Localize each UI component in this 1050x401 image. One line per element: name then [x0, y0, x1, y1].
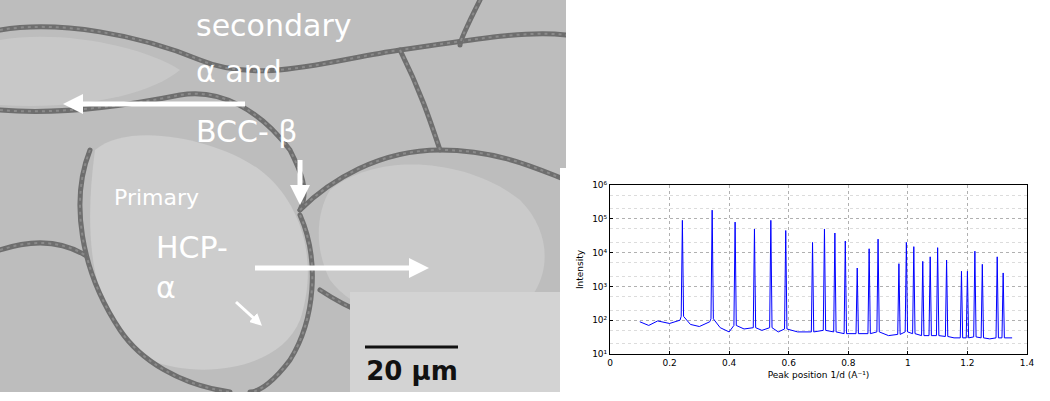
svg-text:Peak position 1/d (A⁻¹): Peak position 1/d (A⁻¹) — [768, 370, 870, 380]
svg-text:10³: 10³ — [592, 282, 607, 292]
svg-text:10²: 10² — [592, 315, 607, 325]
svg-text:10⁶: 10⁶ — [592, 180, 607, 190]
svg-text:Intensity: Intensity — [575, 249, 585, 289]
svg-text:BCC- β: BCC- β — [196, 114, 297, 149]
svg-text:α: α — [156, 270, 176, 305]
svg-text:secondary: secondary — [196, 8, 351, 43]
svg-text:10¹: 10¹ — [592, 349, 607, 359]
svg-text:1: 1 — [905, 358, 911, 368]
svg-text:1.2: 1.2 — [960, 358, 974, 368]
svg-text:Primary: Primary — [114, 185, 199, 210]
svg-text:0.8: 0.8 — [841, 358, 856, 368]
svg-text:0.2: 0.2 — [662, 358, 676, 368]
svg-text:20 μm: 20 μm — [366, 356, 457, 386]
svg-text:10⁵: 10⁵ — [592, 214, 607, 224]
svg-text:0.6: 0.6 — [782, 358, 797, 368]
svg-text:0.4: 0.4 — [722, 358, 737, 368]
svg-text:1.4: 1.4 — [1020, 358, 1035, 368]
svg-text:10⁴: 10⁴ — [592, 248, 607, 258]
svg-text:0: 0 — [607, 358, 613, 368]
svg-text:HCP-: HCP- — [156, 230, 228, 265]
svg-text:α and: α and — [196, 54, 282, 89]
